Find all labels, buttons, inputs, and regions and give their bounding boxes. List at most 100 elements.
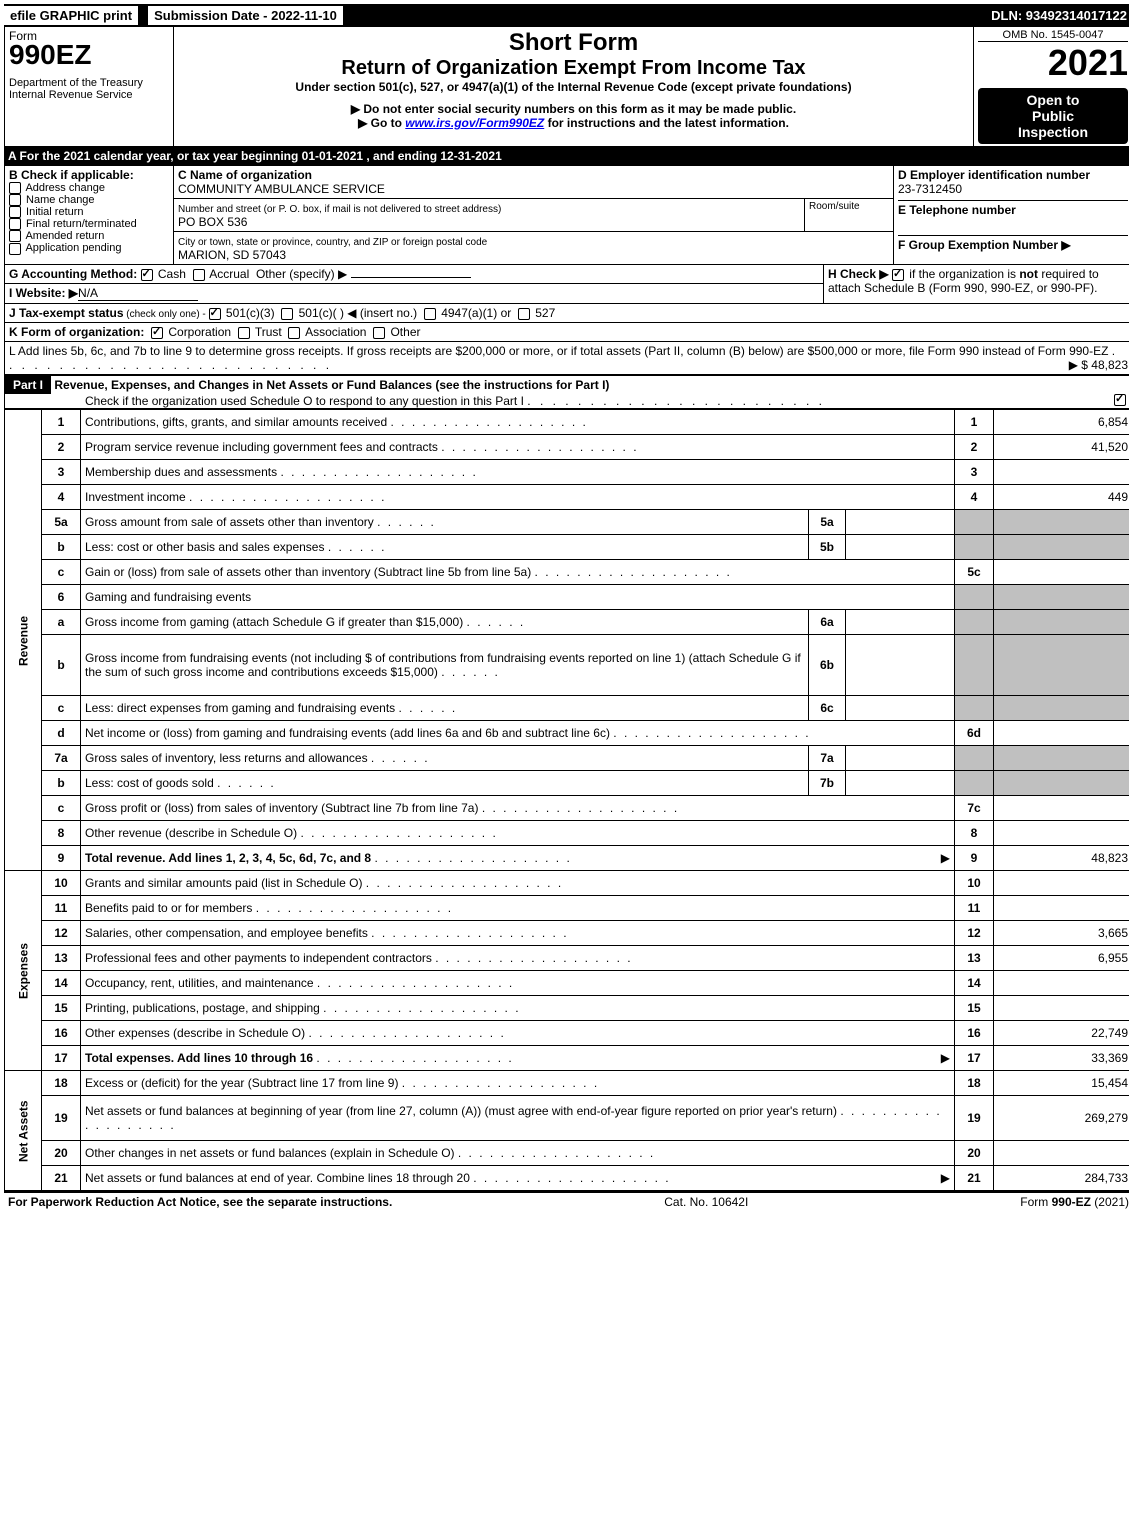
line-number: 10 (42, 871, 81, 896)
right-line-number: 10 (955, 871, 994, 896)
k-opt-checkbox[interactable] (373, 327, 385, 339)
goto-line: ▶ Go to www.irs.gov/Form990EZ for instru… (178, 116, 969, 130)
right-line-number: 8 (955, 821, 994, 846)
b-opt-checkbox[interactable] (9, 206, 21, 218)
right-line-number: 7c (955, 796, 994, 821)
g-label: G Accounting Method: (9, 267, 137, 281)
right-line-number: 20 (955, 1141, 994, 1166)
j-501c3-checkbox[interactable] (209, 308, 221, 320)
footer: For Paperwork Reduction Act Notice, see … (4, 1191, 1129, 1211)
k-opt-checkbox[interactable] (238, 327, 250, 339)
line-row: 7aGross sales of inventory, less returns… (5, 746, 1129, 771)
right-value (994, 771, 1129, 796)
line-label: Contributions, gifts, grants, and simila… (81, 410, 955, 435)
line-label: Net assets or fund balances at beginning… (81, 1096, 955, 1141)
line-row: 21Net assets or fund balances at end of … (5, 1166, 1129, 1191)
j-small: (check only one) - (124, 309, 209, 320)
line-label: Gross income from gaming (attach Schedul… (81, 610, 809, 635)
line-row: 4Investment income . . . . . . . . . . .… (5, 485, 1129, 510)
line-row: 8Other revenue (describe in Schedule O) … (5, 821, 1129, 846)
b-opt-checkbox[interactable] (9, 243, 21, 255)
k-opt-checkbox[interactable] (288, 327, 300, 339)
form-number: 990EZ (9, 39, 169, 71)
h-text: if the organization is (909, 267, 1019, 281)
j-o4: 527 (535, 306, 555, 320)
b-opt-checkbox[interactable] (9, 194, 21, 206)
l-text: L Add lines 5b, 6c, and 7b to line 9 to … (9, 344, 1108, 358)
right-value (994, 896, 1129, 921)
line-row: cGross profit or (loss) from sales of in… (5, 796, 1129, 821)
entity-info: B Check if applicable: Address change Na… (4, 165, 1129, 265)
g-cash-checkbox[interactable] (141, 269, 153, 281)
b-opt-checkbox[interactable] (9, 182, 21, 194)
line-label: Salaries, other compensation, and employ… (81, 921, 955, 946)
top-bar: efile GRAPHIC print Submission Date - 20… (4, 4, 1129, 26)
k-label: K Form of organization: (9, 325, 144, 339)
footer-right-post: (2021) (1091, 1195, 1129, 1209)
line-row: 2Program service revenue including gover… (5, 435, 1129, 460)
line-row: bLess: cost or other basis and sales exp… (5, 535, 1129, 560)
right-line-number (955, 610, 994, 635)
efile-label: efile GRAPHIC print (4, 6, 138, 25)
j-501c-checkbox[interactable] (281, 308, 293, 320)
goto-suffix: for instructions and the latest informat… (544, 116, 789, 130)
d-label: D Employer identification number (898, 168, 1128, 182)
right-line-number: 16 (955, 1021, 994, 1046)
line-number: 19 (42, 1096, 81, 1141)
part1-lines: Revenue1Contributions, gifts, grants, an… (4, 409, 1129, 1191)
dln: DLN: 93492314017122 (991, 8, 1129, 23)
k-opt-checkbox[interactable] (151, 327, 163, 339)
right-value: 6,854 (994, 410, 1129, 435)
line-row: 5aGross amount from sale of assets other… (5, 510, 1129, 535)
line-label: Gaming and fundraising events (81, 585, 955, 610)
right-value: 33,369 (994, 1046, 1129, 1071)
right-value (994, 610, 1129, 635)
right-line-number (955, 696, 994, 721)
j-label: J Tax-exempt status (9, 306, 124, 320)
room-label: Room/suite (805, 199, 894, 232)
line-row: 9Total revenue. Add lines 1, 2, 3, 4, 5c… (5, 846, 1129, 871)
line-a: A For the 2021 calendar year, or tax yea… (4, 147, 1129, 165)
irs-link[interactable]: www.irs.gov/Form990EZ (405, 116, 544, 130)
line-label: Excess or (deficit) for the year (Subtra… (81, 1071, 955, 1096)
line-row: Net Assets18Excess or (deficit) for the … (5, 1071, 1129, 1096)
line-label: Membership dues and assessments . . . . … (81, 460, 955, 485)
line-number: 21 (42, 1166, 81, 1191)
line-label: Printing, publications, postage, and shi… (81, 996, 955, 1021)
under-section: Under section 501(c), 527, or 4947(a)(1)… (178, 80, 969, 94)
line-label: Total revenue. Add lines 1, 2, 3, 4, 5c,… (81, 846, 955, 871)
right-value: 22,749 (994, 1021, 1129, 1046)
line-label: Gain or (loss) from sale of assets other… (81, 560, 955, 585)
l-amount: ▶ $ 48,823 (1069, 358, 1128, 372)
i-label: I Website: ▶ (9, 286, 78, 300)
vert-label: Revenue (5, 410, 42, 871)
right-value (994, 796, 1129, 821)
g-other: Other (specify) ▶ (256, 267, 347, 281)
right-line-number: 21 (955, 1166, 994, 1191)
goto-prefix: ▶ Go to (358, 116, 405, 130)
line-row: 3Membership dues and assessments . . . .… (5, 460, 1129, 485)
vert-label: Expenses (5, 871, 42, 1071)
tax-year: 2021 (978, 42, 1128, 84)
j-4947-checkbox[interactable] (424, 308, 436, 320)
b-opt-checkbox[interactable] (9, 218, 21, 230)
right-line-number: 11 (955, 896, 994, 921)
mid-line-number: 7b (809, 771, 846, 796)
part1-checkbox[interactable] (1114, 394, 1126, 406)
ghijkl: G Accounting Method: Cash Accrual Other … (4, 265, 1129, 375)
right-line-number: 9 (955, 846, 994, 871)
footer-right-form: 990-EZ (1052, 1195, 1091, 1209)
h-checkbox[interactable] (892, 269, 904, 281)
line-number: 1 (42, 410, 81, 435)
e-label: E Telephone number (898, 200, 1128, 217)
j-527-checkbox[interactable] (518, 308, 530, 320)
right-line-number: 4 (955, 485, 994, 510)
line-label: Less: direct expenses from gaming and fu… (81, 696, 809, 721)
city-label: City or town, state or province, country… (178, 237, 487, 248)
submission-date: Submission Date - 2022-11-10 (146, 4, 345, 27)
b-opt-checkbox[interactable] (9, 230, 21, 242)
line-number: a (42, 610, 81, 635)
line-label: Gross profit or (loss) from sales of inv… (81, 796, 955, 821)
line-row: bGross income from fundraising events (n… (5, 635, 1129, 696)
g-accrual-checkbox[interactable] (193, 269, 205, 281)
